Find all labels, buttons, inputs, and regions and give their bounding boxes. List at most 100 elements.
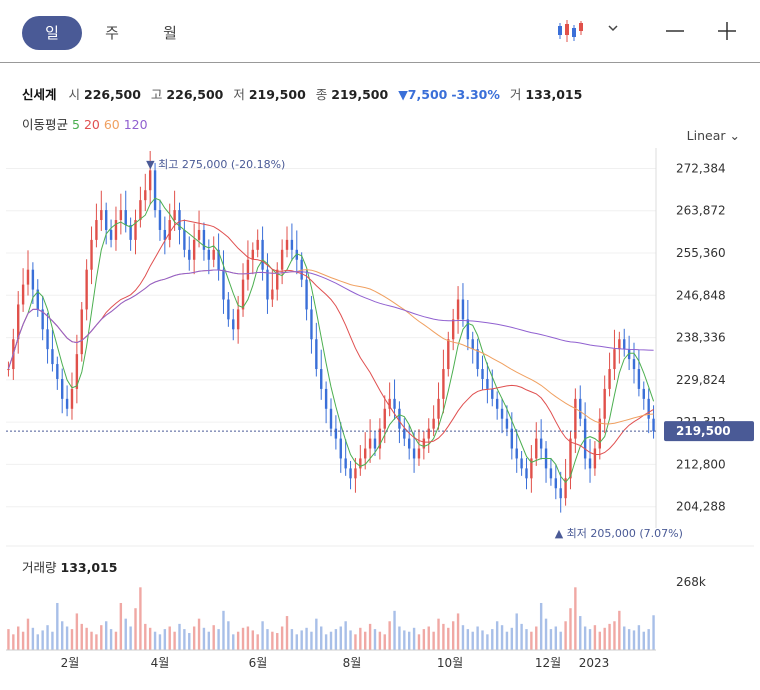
volume-bar — [354, 634, 357, 650]
scale-dropdown[interactable]: Linear ⌄ — [687, 128, 740, 143]
volume-bar — [437, 618, 440, 650]
chevron-down-icon[interactable] — [606, 20, 620, 34]
volume-bar — [564, 621, 567, 650]
volume-bar — [329, 631, 333, 650]
candle-body — [642, 388, 645, 399]
candlestick-icon[interactable] — [556, 17, 586, 45]
candle-body — [623, 339, 626, 350]
candle-body — [315, 339, 318, 370]
volume-bar — [41, 630, 44, 650]
volume-bar — [90, 631, 93, 650]
volume-bar — [295, 634, 298, 650]
volume-bar — [451, 621, 455, 650]
minus-icon[interactable] — [664, 20, 686, 42]
volume-bar — [652, 615, 655, 650]
chevron-down-icon: ⌄ — [729, 128, 740, 143]
candle-body — [491, 388, 494, 399]
candle-body — [197, 229, 201, 240]
volume-bar — [486, 634, 489, 650]
volume-bar — [31, 627, 35, 650]
candle-body — [447, 339, 450, 370]
candle-body — [183, 229, 186, 250]
candle-body — [227, 299, 230, 320]
volume-axis-tick: 268k — [676, 575, 706, 589]
volume-panel-label: 거래량 133,015 — [22, 557, 117, 576]
y-tick-label: 255,360 — [676, 246, 726, 260]
candle-body — [114, 220, 118, 240]
volume-bar — [21, 631, 25, 650]
tab-week[interactable]: 주 — [105, 24, 119, 42]
candle-body — [266, 269, 269, 300]
volume-bar — [525, 629, 528, 650]
volume-bar — [432, 631, 435, 650]
volume-bar — [114, 631, 118, 650]
volume-bar — [359, 627, 362, 650]
volume-bar — [461, 625, 465, 650]
scale-label: Linear — [686, 128, 726, 143]
volume-bar — [637, 625, 641, 650]
volume-bar — [46, 625, 49, 650]
volume-bar — [569, 608, 572, 650]
change-percent: -3.30% — [451, 87, 500, 102]
low-label: 저 — [233, 87, 245, 102]
volume-bar — [613, 621, 616, 650]
close-value: 219,500 — [331, 87, 389, 102]
candle-body — [588, 458, 592, 469]
candle-body — [217, 249, 220, 270]
volume-bar — [222, 610, 225, 650]
volume-bar — [163, 629, 167, 650]
candle-body — [65, 398, 69, 409]
tab-day[interactable]: 일 — [22, 16, 82, 50]
volume-bar — [261, 621, 264, 650]
volume-bar — [579, 616, 582, 650]
candle-body — [56, 364, 59, 379]
volume-bar — [153, 631, 157, 650]
candle-body — [574, 398, 577, 439]
volume-bar — [554, 626, 558, 650]
volume-bar — [515, 613, 518, 650]
y-tick-label: 212,800 — [676, 457, 726, 471]
candle-body — [486, 378, 489, 389]
ma20-label: 20 — [83, 117, 100, 132]
candle-body — [320, 369, 323, 389]
candle-body — [652, 418, 655, 432]
candle-body — [378, 428, 382, 449]
volume-bar — [202, 627, 206, 650]
volume-bar — [80, 623, 83, 650]
candle-body — [31, 269, 35, 290]
candle-body — [129, 224, 132, 240]
candle-body — [207, 249, 211, 260]
candle-body — [417, 448, 421, 459]
volume-bar — [632, 630, 636, 650]
volume-bar — [378, 631, 382, 650]
candle-body — [334, 428, 338, 439]
candle-body — [510, 428, 514, 449]
volume-bar — [36, 634, 39, 650]
volume-bar — [412, 627, 416, 650]
volume-bar — [124, 618, 127, 650]
candle-body — [26, 269, 30, 285]
candle-body — [495, 398, 499, 409]
volume-bar — [70, 629, 74, 650]
volume-bar — [520, 623, 523, 650]
volume-bar — [285, 616, 289, 650]
low-annotation: ▲ 최저 205,000 (7.07%) — [555, 527, 683, 540]
tab-month[interactable]: 월 — [163, 24, 177, 42]
volume-bar — [85, 627, 88, 650]
volume-bar — [280, 626, 284, 650]
candle-body — [90, 239, 93, 270]
ma60-label: 60 — [103, 117, 120, 132]
volume-bar — [256, 634, 259, 650]
volume-bar — [310, 631, 313, 650]
volume-bar — [26, 618, 30, 650]
candle-body — [232, 319, 235, 330]
candle-body — [359, 458, 362, 469]
candle-body — [188, 249, 191, 260]
volume-bar — [158, 634, 162, 650]
candle-body — [104, 210, 108, 230]
volume-bar — [491, 629, 494, 650]
candle-body — [598, 418, 601, 449]
candle-body — [403, 428, 406, 439]
plus-icon[interactable] — [716, 20, 738, 42]
